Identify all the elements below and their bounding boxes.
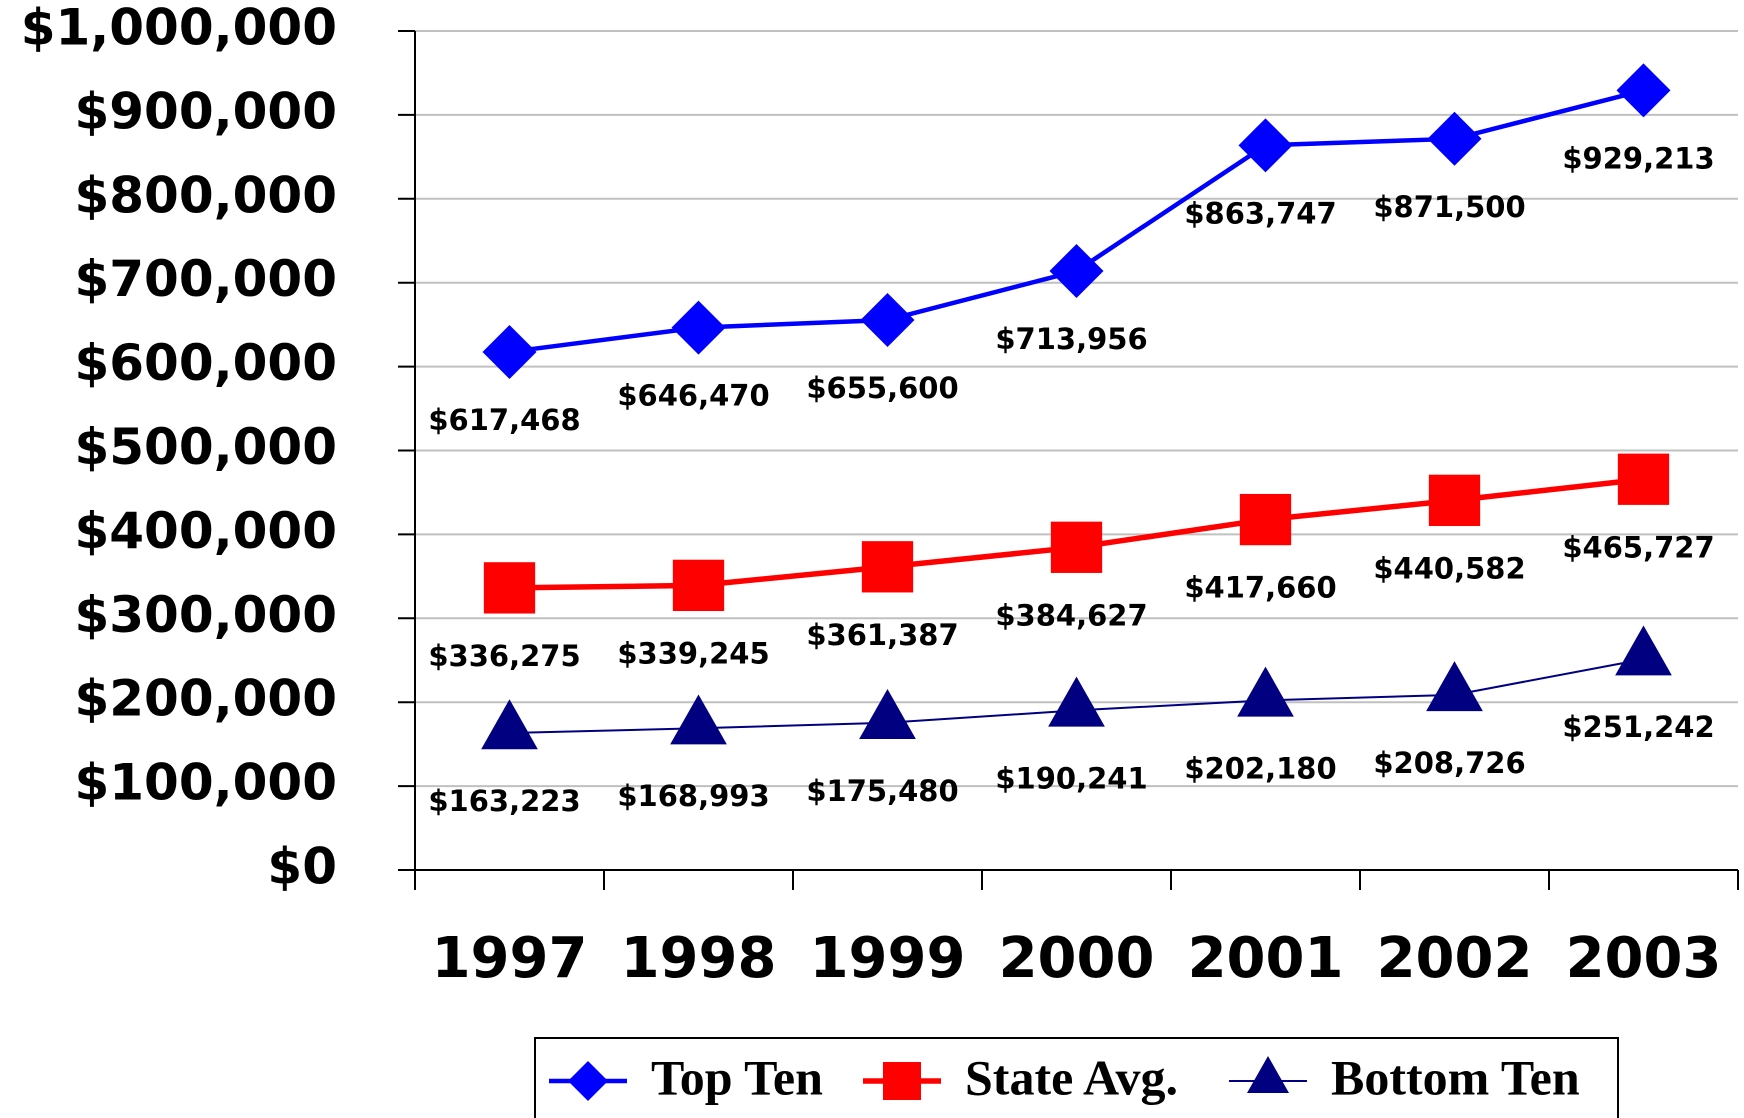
value-label: $384,627 [995, 598, 1147, 632]
marker-diamond [1238, 118, 1293, 173]
value-label: $361,387 [806, 618, 958, 652]
value-label: $617,468 [428, 403, 580, 437]
y-tick-label: $500,000 [74, 418, 337, 476]
legend-label: Bottom Ten [1331, 1049, 1580, 1105]
marker-triangle [670, 694, 727, 745]
value-label: $646,470 [617, 379, 769, 413]
marker-square [1239, 493, 1292, 546]
value-label: $417,660 [1184, 571, 1336, 605]
marker-diamond [568, 1061, 608, 1101]
legend-label: Top Ten [651, 1049, 823, 1105]
marker-triangle [1048, 676, 1105, 727]
marker-diamond [671, 300, 726, 355]
marker-square [1617, 453, 1670, 505]
marker-diamond [1427, 111, 1482, 166]
x-tick-label: 2003 [1566, 926, 1722, 991]
marker-square [861, 541, 914, 593]
marker-triangle [859, 689, 916, 739]
marker-square [672, 559, 725, 612]
value-label: $655,600 [806, 371, 958, 405]
y-tick-label: $700,000 [74, 250, 337, 308]
marker-square [483, 562, 536, 614]
marker-triangle [1247, 1056, 1289, 1093]
marker-triangle [1615, 625, 1672, 676]
value-label: $713,956 [995, 322, 1147, 356]
value-label: $339,245 [617, 636, 769, 670]
value-label: $208,726 [1373, 746, 1525, 780]
x-tick-label: 2001 [1188, 926, 1344, 991]
y-tick-label: $1,000,000 [21, 0, 337, 57]
x-tick-label: 1998 [621, 926, 777, 991]
value-label: $175,480 [806, 774, 958, 808]
legend-box [534, 1037, 1619, 1118]
y-tick-label: $300,000 [74, 586, 337, 644]
y-tick-label: $0 [267, 838, 337, 896]
marker-square [883, 1062, 921, 1100]
y-tick-label: $200,000 [74, 670, 337, 728]
value-label: $863,747 [1184, 196, 1336, 230]
marker-square [1050, 521, 1103, 573]
y-tick-label: $900,000 [74, 82, 337, 140]
y-tick-label: $800,000 [74, 166, 337, 224]
x-tick-label: 2000 [999, 926, 1155, 991]
x-tick-label: 1997 [432, 926, 588, 991]
value-label: $465,727 [1562, 530, 1714, 564]
marker-triangle [481, 699, 538, 750]
value-label: $202,180 [1184, 751, 1336, 785]
y-tick-label: $100,000 [74, 754, 337, 812]
marker-diamond [860, 292, 915, 347]
marker-diamond [1616, 63, 1671, 118]
x-tick-label: 2002 [1377, 926, 1533, 991]
value-label: $251,242 [1562, 710, 1714, 744]
value-label: $440,582 [1373, 551, 1525, 585]
y-tick-label: $600,000 [74, 334, 337, 392]
value-label: $163,223 [428, 784, 580, 818]
marker-diamond [1049, 243, 1104, 298]
y-tick-label: $400,000 [74, 502, 337, 560]
value-label: $871,500 [1373, 190, 1525, 224]
value-label: $929,213 [1562, 141, 1714, 175]
marker-square [1428, 474, 1481, 527]
value-label: $336,275 [428, 639, 580, 673]
value-label: $190,241 [995, 761, 1147, 795]
value-label: $168,993 [617, 779, 769, 813]
marker-triangle [1237, 666, 1294, 717]
x-tick-label: 1999 [810, 926, 966, 991]
marker-diamond [482, 324, 537, 379]
legend-label: State Avg. [965, 1049, 1178, 1105]
marker-triangle [1426, 661, 1483, 712]
